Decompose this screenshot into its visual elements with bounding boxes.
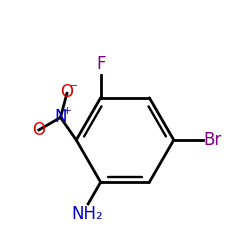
- Text: O: O: [60, 83, 74, 101]
- Text: N: N: [54, 108, 67, 126]
- Text: NH₂: NH₂: [71, 205, 103, 223]
- Text: −: −: [69, 81, 79, 91]
- Text: Br: Br: [204, 131, 222, 149]
- Text: F: F: [96, 55, 106, 73]
- Text: O: O: [32, 121, 45, 139]
- Text: +: +: [63, 106, 72, 116]
